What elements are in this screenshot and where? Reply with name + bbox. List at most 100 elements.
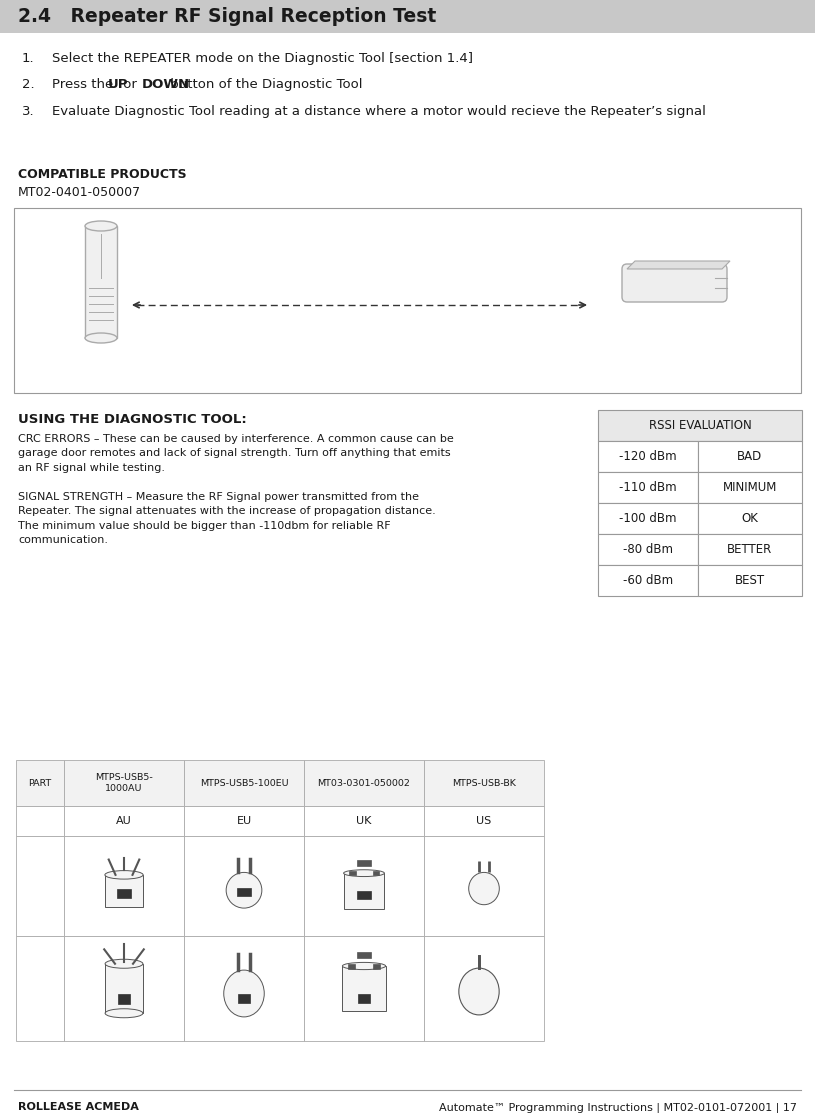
- Text: UP: UP: [108, 78, 128, 91]
- Text: MT02-0401-050007: MT02-0401-050007: [18, 186, 141, 199]
- Bar: [344, 874, 385, 909]
- Bar: [424, 836, 544, 936]
- Text: -120 dBm: -120 dBm: [619, 450, 676, 463]
- Bar: [238, 994, 250, 1003]
- Bar: [424, 806, 544, 836]
- Text: UK: UK: [356, 816, 372, 826]
- Bar: [598, 534, 698, 565]
- Ellipse shape: [105, 870, 143, 879]
- Text: COMPATIBLE PRODUCTS: COMPATIBLE PRODUCTS: [18, 168, 187, 181]
- Ellipse shape: [226, 873, 262, 908]
- Ellipse shape: [105, 1008, 143, 1017]
- Bar: [117, 889, 130, 897]
- Bar: [349, 871, 355, 876]
- Ellipse shape: [344, 869, 385, 877]
- Bar: [357, 859, 371, 866]
- Bar: [64, 836, 184, 936]
- Bar: [64, 806, 184, 836]
- Text: MT03-0301-050002: MT03-0301-050002: [318, 778, 411, 788]
- Ellipse shape: [85, 333, 117, 343]
- Text: DOWN: DOWN: [142, 78, 190, 91]
- Bar: [304, 936, 424, 1041]
- Bar: [16, 806, 64, 836]
- Bar: [698, 503, 802, 534]
- Bar: [348, 964, 355, 968]
- Bar: [424, 936, 544, 1041]
- Text: BETTER: BETTER: [727, 543, 773, 556]
- Text: MTPS-USB5-
1000AU: MTPS-USB5- 1000AU: [95, 774, 153, 792]
- Bar: [598, 503, 698, 534]
- Text: AU: AU: [116, 816, 132, 826]
- Text: button of the Diagnostic Tool: button of the Diagnostic Tool: [165, 78, 362, 91]
- Bar: [85, 226, 117, 338]
- Ellipse shape: [224, 971, 264, 1017]
- Text: EU: EU: [236, 816, 252, 826]
- Bar: [304, 836, 424, 936]
- Text: US: US: [477, 816, 491, 826]
- Text: Select the REPEATER mode on the Diagnostic Tool [section 1.4]: Select the REPEATER mode on the Diagnost…: [52, 52, 473, 65]
- Text: 2.4   Repeater RF Signal Reception Test: 2.4 Repeater RF Signal Reception Test: [18, 7, 436, 26]
- Bar: [598, 565, 698, 595]
- Text: BEST: BEST: [735, 574, 765, 587]
- Text: SIGNAL STRENGTH – Measure the RF Signal power transmitted from the
Repeater. The: SIGNAL STRENGTH – Measure the RF Signal …: [18, 492, 436, 545]
- Bar: [373, 964, 381, 968]
- Bar: [304, 760, 424, 806]
- FancyBboxPatch shape: [622, 264, 727, 302]
- Text: MINIMUM: MINIMUM: [723, 481, 778, 494]
- Bar: [64, 760, 184, 806]
- Text: PART: PART: [29, 778, 51, 788]
- Ellipse shape: [85, 221, 117, 232]
- Bar: [0, 0, 815, 33]
- Text: Press the: Press the: [52, 78, 117, 91]
- Bar: [304, 806, 424, 836]
- Bar: [698, 441, 802, 472]
- Text: BAD: BAD: [738, 450, 763, 463]
- Bar: [342, 966, 385, 1011]
- Ellipse shape: [459, 968, 499, 1015]
- Text: Evaluate Diagnostic Tool reading at a distance where a motor would recieve the R: Evaluate Diagnostic Tool reading at a di…: [52, 105, 706, 118]
- Polygon shape: [627, 262, 730, 269]
- Text: CRC ERRORS – These can be caused by interference. A common cause can be
garage d: CRC ERRORS – These can be caused by inte…: [18, 434, 454, 473]
- Ellipse shape: [469, 873, 500, 905]
- Bar: [16, 836, 64, 936]
- Text: 2.: 2.: [22, 78, 34, 91]
- Text: USING THE DIAGNOSTIC TOOL:: USING THE DIAGNOSTIC TOOL:: [18, 413, 247, 426]
- Bar: [237, 888, 251, 896]
- Bar: [598, 472, 698, 503]
- Bar: [698, 565, 802, 595]
- Bar: [117, 994, 130, 1004]
- Text: RSSI EVALUATION: RSSI EVALUATION: [649, 418, 751, 432]
- Text: MTPS-USB-BK: MTPS-USB-BK: [452, 778, 516, 788]
- Bar: [357, 952, 371, 958]
- Text: -80 dBm: -80 dBm: [623, 543, 673, 556]
- Bar: [14, 208, 801, 393]
- Bar: [372, 871, 379, 876]
- Text: -110 dBm: -110 dBm: [619, 481, 676, 494]
- Text: Automate™ Programming Instructions | MT02-0101-072001 | 17: Automate™ Programming Instructions | MT0…: [439, 1102, 797, 1113]
- Text: 1.: 1.: [22, 52, 34, 65]
- Bar: [598, 441, 698, 472]
- Text: -60 dBm: -60 dBm: [623, 574, 673, 587]
- Bar: [184, 806, 304, 836]
- Ellipse shape: [105, 959, 143, 968]
- Bar: [16, 936, 64, 1041]
- Text: MTPS-USB5-100EU: MTPS-USB5-100EU: [200, 778, 289, 788]
- Bar: [64, 936, 184, 1041]
- Text: -100 dBm: -100 dBm: [619, 512, 676, 525]
- Text: or: or: [120, 78, 142, 91]
- Text: 3.: 3.: [22, 105, 34, 118]
- Bar: [698, 534, 802, 565]
- Bar: [598, 410, 802, 441]
- Text: OK: OK: [742, 512, 759, 525]
- Bar: [698, 472, 802, 503]
- Text: ROLLEASE ACMEDA: ROLLEASE ACMEDA: [18, 1102, 139, 1112]
- Bar: [357, 892, 371, 898]
- Ellipse shape: [342, 963, 385, 969]
- Bar: [184, 836, 304, 936]
- Bar: [16, 760, 64, 806]
- Bar: [105, 964, 143, 1013]
- Bar: [105, 875, 143, 907]
- Bar: [184, 760, 304, 806]
- Bar: [424, 760, 544, 806]
- Bar: [358, 994, 370, 1003]
